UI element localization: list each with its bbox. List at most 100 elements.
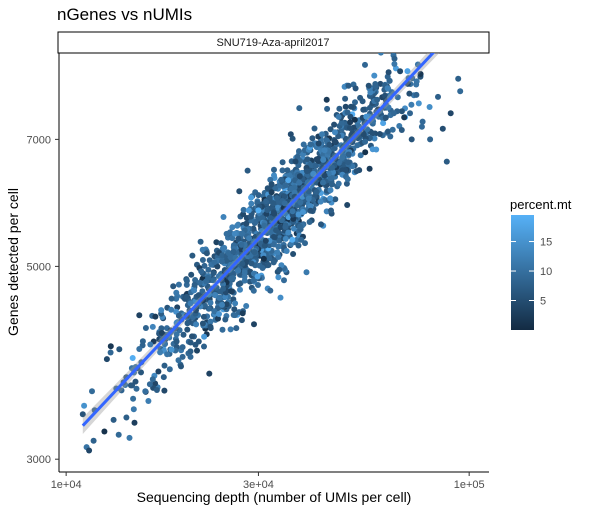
data-point xyxy=(327,195,334,202)
data-point xyxy=(139,338,146,345)
data-point xyxy=(313,188,320,195)
data-point xyxy=(219,326,226,333)
data-point xyxy=(207,318,214,325)
data-point xyxy=(262,237,269,244)
data-point xyxy=(281,200,288,207)
data-point xyxy=(201,262,208,269)
data-point xyxy=(206,370,213,377)
data-point xyxy=(250,287,257,294)
data-point xyxy=(210,270,217,277)
data-point xyxy=(198,268,205,275)
data-point xyxy=(296,173,303,180)
data-point xyxy=(216,311,222,317)
data-point xyxy=(179,344,186,351)
data-point xyxy=(363,113,370,120)
data-point xyxy=(103,356,110,363)
data-point xyxy=(107,349,114,356)
data-point xyxy=(234,222,241,229)
data-point xyxy=(348,103,354,110)
legend-tick-label: 5 xyxy=(540,296,546,308)
data-point xyxy=(205,274,212,281)
data-point xyxy=(285,229,292,236)
data-point xyxy=(454,26,460,32)
data-point xyxy=(229,235,236,242)
data-point xyxy=(278,176,285,183)
data-point xyxy=(184,320,191,327)
data-point xyxy=(220,285,227,292)
data-point xyxy=(218,240,224,247)
data-point xyxy=(323,96,330,103)
data-point xyxy=(357,152,364,159)
facet-strip-label: SNU719-Aza-april2017 xyxy=(216,37,329,49)
data-point xyxy=(146,381,153,388)
data-point xyxy=(373,146,380,153)
data-point xyxy=(195,338,202,345)
data-point xyxy=(152,313,159,320)
data-point xyxy=(401,114,408,121)
y-tick-label: 3000 xyxy=(27,454,51,466)
data-point xyxy=(342,103,349,110)
data-point xyxy=(239,260,246,267)
data-point xyxy=(158,330,165,336)
data-point xyxy=(161,341,168,348)
data-point xyxy=(235,267,242,274)
data-point xyxy=(136,346,143,352)
data-point xyxy=(207,299,214,306)
data-point xyxy=(187,339,194,346)
data-point xyxy=(324,105,331,112)
data-point xyxy=(321,147,328,154)
data-point xyxy=(329,181,336,188)
data-point xyxy=(331,121,338,128)
data-point xyxy=(175,357,182,364)
data-point xyxy=(79,411,86,418)
data-point xyxy=(289,236,296,243)
data-point xyxy=(263,198,270,205)
data-point xyxy=(184,326,191,333)
legend-tick-label: 10 xyxy=(540,266,552,278)
data-point xyxy=(255,282,261,288)
data-point xyxy=(289,208,296,215)
data-point xyxy=(307,203,314,210)
data-point xyxy=(161,387,168,394)
data-point xyxy=(307,207,314,214)
data-point xyxy=(136,312,143,319)
data-point xyxy=(279,159,286,166)
data-point xyxy=(227,326,234,333)
data-point xyxy=(264,185,271,192)
data-point xyxy=(142,388,149,395)
data-point xyxy=(267,176,274,183)
data-point xyxy=(123,414,130,421)
data-point xyxy=(235,235,242,242)
data-point xyxy=(215,315,221,322)
data-point xyxy=(275,274,282,281)
data-point xyxy=(377,80,384,87)
data-point xyxy=(158,307,165,314)
data-point xyxy=(86,447,93,454)
data-point xyxy=(295,242,302,249)
data-point xyxy=(374,96,381,103)
data-point xyxy=(241,269,248,276)
data-point xyxy=(231,306,238,313)
data-point xyxy=(133,385,140,392)
x-tick-label: 3e+04 xyxy=(243,479,274,491)
data-point xyxy=(227,229,234,236)
data-point xyxy=(240,206,247,213)
data-point xyxy=(271,210,278,217)
data-point xyxy=(408,136,415,143)
data-point xyxy=(195,292,202,299)
data-point xyxy=(246,235,253,242)
data-point xyxy=(327,126,334,133)
data-point xyxy=(345,151,352,158)
data-point xyxy=(380,120,387,127)
data-point xyxy=(413,91,420,98)
data-point xyxy=(304,156,311,163)
data-point xyxy=(168,346,175,353)
data-point xyxy=(277,224,284,230)
data-point xyxy=(145,398,152,404)
data-point xyxy=(218,258,225,265)
data-point xyxy=(354,142,361,149)
data-point xyxy=(160,374,167,381)
data-point xyxy=(377,53,384,56)
data-point xyxy=(271,234,278,241)
data-point xyxy=(268,189,275,196)
